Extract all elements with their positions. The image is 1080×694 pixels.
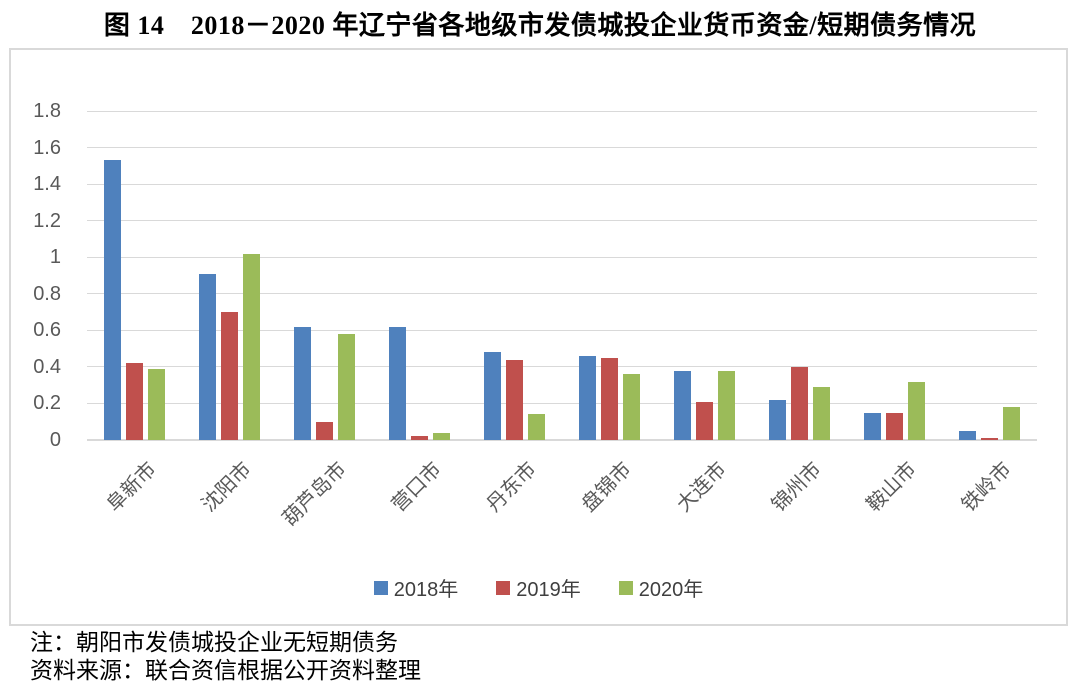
x-label-铁岭市: 铁岭市 [957, 458, 1016, 517]
legend-item-2020年: 2020年 [618, 573, 704, 602]
x-label-沈阳市: 沈阳市 [197, 458, 256, 517]
y-tick-label: 1.4 [33, 173, 61, 196]
y-tick-label: 1.2 [33, 209, 61, 232]
chart-note: 注：朝阳市发债城投企业无短期债务 [30, 630, 398, 655]
legend-label: 2018年 [393, 579, 459, 601]
bar-2018年-丹东市 [484, 352, 501, 440]
gridline [87, 220, 1037, 222]
x-label-葫芦岛市: 葫芦岛市 [278, 458, 351, 531]
y-tick-label: 0.8 [33, 282, 61, 305]
bar-2018年-锦州市 [769, 399, 786, 440]
bar-2019年-铁岭市 [981, 438, 998, 440]
bar-2018年-葫芦岛市 [294, 326, 311, 440]
bar-2018年-鞍山市 [864, 412, 881, 440]
y-tick-label: 0 [49, 429, 61, 451]
gridline [87, 366, 1037, 368]
gridline [87, 110, 1037, 112]
legend-label: 2019年 [516, 579, 581, 601]
bar-2020年-营口市 [433, 432, 450, 440]
figure-title: 图 14 2018－2020 年辽宁省各地级市发债城投企业货币资金/短期债务情况 [103, 11, 977, 40]
y-tick-label: 1 [49, 246, 61, 269]
x-label-营口市: 营口市 [387, 458, 446, 517]
bar-2019年-锦州市 [791, 366, 808, 440]
bar-2020年-盘锦市 [623, 374, 640, 440]
gridline [87, 293, 1037, 295]
x-label-阜新市: 阜新市 [102, 458, 161, 517]
gridline [87, 329, 1037, 331]
bar-2018年-大连市 [674, 370, 691, 440]
bar-2019年-阜新市 [126, 363, 143, 440]
bar-2018年-铁岭市 [959, 430, 976, 440]
bar-2019年-丹东市 [506, 359, 523, 440]
bar-2020年-阜新市 [148, 368, 165, 440]
bar-2018年-营口市 [389, 326, 406, 440]
bar-2018年-阜新市 [104, 160, 121, 440]
legend-swatch-icon [618, 580, 633, 595]
y-tick-label: 1.6 [33, 136, 61, 159]
bar-2020年-沈阳市 [243, 253, 260, 440]
legend-item-2018年: 2018年 [373, 573, 459, 602]
bar-2019年-沈阳市 [221, 312, 238, 440]
bar-2020年-葫芦岛市 [338, 334, 355, 440]
legend: 2018年 2019年 2020年 [11, 573, 1066, 602]
gridline [87, 183, 1037, 185]
bar-2018年-盘锦市 [579, 355, 596, 440]
x-label-锦州市: 锦州市 [767, 458, 826, 517]
gridline [87, 147, 1037, 149]
y-tick-label: 1.8 [33, 100, 61, 122]
legend-item-2019年: 2019年 [496, 573, 581, 602]
bar-2020年-大连市 [718, 370, 735, 440]
x-label-大连市: 大连市 [672, 458, 731, 517]
chart-source: 资料来源：联合资信根据公开资料整理 [30, 658, 421, 683]
gridline [87, 402, 1037, 404]
bar-2019年-葫芦岛市 [316, 421, 333, 440]
bar-2019年-大连市 [696, 401, 713, 440]
legend-label: 2020年 [638, 579, 704, 601]
bar-2019年-营口市 [411, 436, 428, 440]
y-tick-label: 0.4 [33, 355, 61, 378]
figure-notes: 注：朝阳市发债城投企业无短期债务 资料来源：联合资信根据公开资料整理 [30, 629, 421, 685]
x-label-鞍山市: 鞍山市 [862, 458, 921, 517]
bar-2020年-锦州市 [813, 387, 830, 440]
gridline [87, 256, 1037, 258]
chart-area: 0 0.2 0.4 0.6 0.8 1 1.2 1.4 1.6 1.8 阜新市 沈阳市 葫芦岛市 营口市丹… [9, 48, 1068, 626]
legend-swatch-icon [373, 580, 388, 595]
y-tick-label: 0.2 [33, 392, 61, 415]
bar-2018年-沈阳市 [199, 273, 216, 440]
bar-2020年-鞍山市 [908, 381, 925, 440]
x-label-盘锦市: 盘锦市 [577, 458, 636, 517]
x-label-丹东市: 丹东市 [482, 458, 541, 517]
bar-2020年-丹东市 [528, 414, 545, 440]
plot-area: 0 0.2 0.4 0.6 0.8 1 1.2 1.4 1.6 1.8 阜新市 沈阳市 葫芦岛市 营口市丹… [33, 100, 1037, 530]
y-tick-label: 0.6 [33, 319, 61, 342]
bar-2020年-铁岭市 [1003, 407, 1020, 440]
legend-swatch-icon [496, 580, 511, 595]
bar-2019年-盘锦市 [601, 357, 618, 440]
x-axis-line [87, 439, 1037, 441]
bar-2019年-鞍山市 [886, 412, 903, 440]
